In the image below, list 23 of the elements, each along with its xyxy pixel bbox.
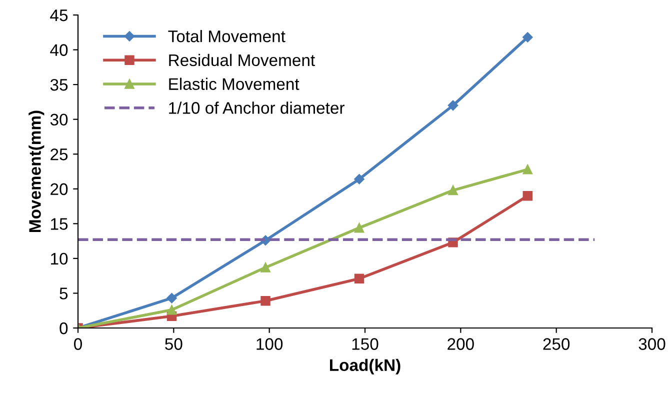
- x-axis-title: Load(kN): [330, 358, 400, 374]
- y-tick-label: 30: [50, 114, 68, 126]
- x-tick-label: 0: [74, 338, 82, 350]
- legend-label: 1/10 of Anchor diameter: [169, 102, 344, 114]
- x-tick-label: 250: [543, 338, 570, 350]
- y-tick-label: 25: [50, 148, 68, 160]
- y-tick-label: 10: [51, 252, 68, 265]
- x-tick-label: 300: [638, 338, 666, 350]
- y-axis-title: Movement(mm): [28, 110, 44, 232]
- x-tick-label: 150: [352, 338, 378, 350]
- legend-label: Elastic Movement: [169, 78, 300, 90]
- x-tick-label: 50: [165, 338, 182, 350]
- x-tick-label: 200: [448, 338, 474, 350]
- legend-label: Total Movement: [168, 30, 286, 42]
- y-tick-label: 45: [50, 10, 68, 22]
- y-tick-label: 35: [50, 78, 68, 91]
- x-tick-label: 100: [256, 338, 283, 350]
- y-tick-label: 20: [50, 183, 68, 196]
- legend-label: Residual Movement: [169, 54, 315, 66]
- y-tick-label: 5: [60, 288, 68, 300]
- y-tick-label: 15: [51, 218, 68, 230]
- y-tick-label: 40: [50, 44, 68, 56]
- y-tick-label: 0: [60, 322, 68, 334]
